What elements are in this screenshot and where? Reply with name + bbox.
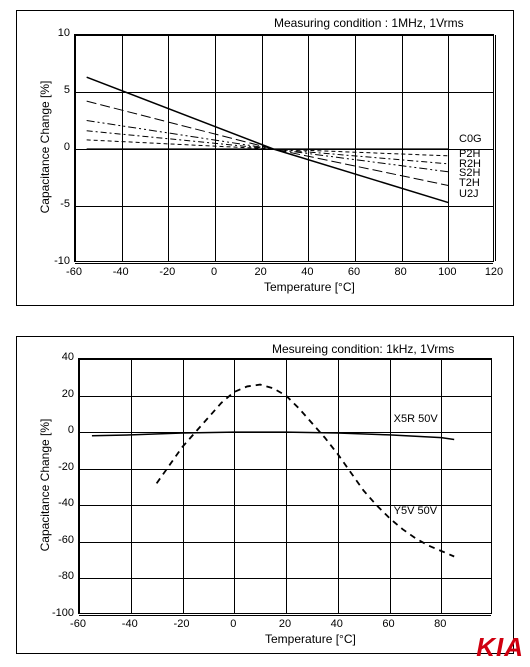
xtick-label: 40	[292, 266, 322, 278]
gridline-v	[215, 35, 216, 261]
chart1-plot-area	[74, 34, 494, 262]
series-label-Y5V 50V: Y5V 50V	[394, 505, 437, 517]
gridline-h	[79, 615, 491, 616]
xtick-label: -60	[59, 266, 89, 278]
series-U2J	[87, 77, 449, 202]
gridline-h	[75, 263, 493, 264]
xtick-label: 20	[246, 266, 276, 278]
xtick-label: 100	[432, 266, 462, 278]
gridline-h	[75, 149, 493, 150]
ytick-label: 0	[44, 424, 74, 436]
series-T2H	[87, 101, 449, 185]
ytick-label: 40	[44, 351, 74, 363]
gridline-h	[79, 469, 491, 470]
series-Y5V 50V	[157, 385, 455, 557]
chart2-plot-area	[78, 358, 492, 614]
gridline-h	[79, 432, 491, 433]
xtick-label: 120	[479, 266, 509, 278]
xtick-label: -40	[115, 618, 145, 630]
series-X5R 50V	[92, 432, 454, 439]
ytick-label: -20	[44, 461, 74, 473]
ytick-label: -10	[40, 255, 70, 267]
xtick-label: 40	[322, 618, 352, 630]
gridline-v	[183, 359, 184, 613]
gridline-v	[234, 359, 235, 613]
ytick-label: -60	[44, 534, 74, 546]
chart1-xlabel: Temperature [°C]	[264, 280, 355, 294]
xtick-label: 60	[339, 266, 369, 278]
chart2-condition: Mesureing condition: 1kHz, 1Vrms	[272, 342, 454, 356]
xtick-label: -60	[63, 618, 93, 630]
ytick-label: -5	[40, 198, 70, 210]
gridline-v	[262, 35, 263, 261]
kia-logo: KIA	[476, 632, 524, 663]
gridline-v	[402, 35, 403, 261]
gridline-v	[441, 359, 442, 613]
gridline-v	[131, 359, 132, 613]
gridline-h	[75, 92, 493, 93]
series-label-C0G: C0G	[459, 133, 482, 145]
xtick-label: -20	[152, 266, 182, 278]
gridline-v	[390, 359, 391, 613]
series-label-U2J: U2J	[459, 188, 479, 200]
gridline-h	[75, 35, 493, 36]
gridline-h	[79, 542, 491, 543]
gridline-v	[308, 35, 309, 261]
gridline-v	[168, 35, 169, 261]
gridline-h	[75, 206, 493, 207]
xtick-label: 80	[425, 618, 455, 630]
gridline-h	[79, 396, 491, 397]
gridline-v	[75, 35, 76, 261]
gridline-v	[122, 35, 123, 261]
gridline-v	[495, 35, 496, 261]
gridline-v	[79, 359, 80, 613]
ytick-label: 10	[40, 27, 70, 39]
gridline-h	[79, 578, 491, 579]
xtick-label: 20	[270, 618, 300, 630]
chart2-xlabel: Temperature [°C]	[265, 632, 356, 646]
xtick-label: 60	[374, 618, 404, 630]
ytick-label: 5	[40, 84, 70, 96]
xtick-label: 0	[218, 618, 248, 630]
gridline-v	[338, 359, 339, 613]
chart1-condition: Measuring condition : 1MHz, 1Vrms	[274, 16, 464, 30]
gridline-h	[79, 359, 491, 360]
gridline-v	[448, 35, 449, 261]
xtick-label: 80	[386, 266, 416, 278]
xtick-label: 0	[199, 266, 229, 278]
series-label-X5R 50V: X5R 50V	[394, 413, 438, 425]
gridline-v	[355, 35, 356, 261]
xtick-label: -20	[167, 618, 197, 630]
ytick-label: -100	[44, 607, 74, 619]
ytick-label: 20	[44, 388, 74, 400]
ytick-label: 0	[40, 141, 70, 153]
ytick-label: -80	[44, 570, 74, 582]
gridline-v	[286, 359, 287, 613]
xtick-label: -40	[106, 266, 136, 278]
ytick-label: -40	[44, 497, 74, 509]
